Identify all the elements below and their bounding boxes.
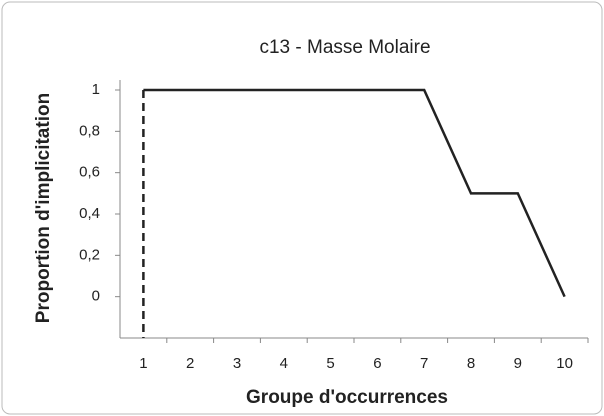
x-tick-label: 1	[139, 355, 147, 372]
x-axis-title: Groupe d'occurrences	[246, 387, 448, 408]
y-tick-label: 1	[92, 81, 100, 98]
x-tick-label: 2	[186, 355, 194, 372]
y-tick-label: 0,4	[79, 205, 100, 222]
chart-title: c13 - Masse Molaire	[259, 37, 430, 58]
x-tick-label: 7	[420, 355, 428, 372]
y-axis-title: Proportion d'implicitation	[33, 93, 54, 323]
y-tick-label: 0,8	[79, 122, 100, 139]
x-tick-label: 6	[373, 355, 381, 372]
y-tick-label: 0,2	[79, 246, 100, 263]
x-tick-label: 9	[514, 355, 522, 372]
x-tick-label: 8	[467, 355, 475, 372]
line-series	[143, 88, 566, 298]
x-tick-label: 5	[326, 355, 334, 372]
x-tick-label: 4	[280, 355, 288, 372]
x-tick-label: 10	[556, 355, 573, 372]
y-tick-label: 0	[92, 288, 100, 305]
x-tick-label: 3	[233, 355, 241, 372]
y-tick-label: 0,6	[79, 164, 100, 181]
